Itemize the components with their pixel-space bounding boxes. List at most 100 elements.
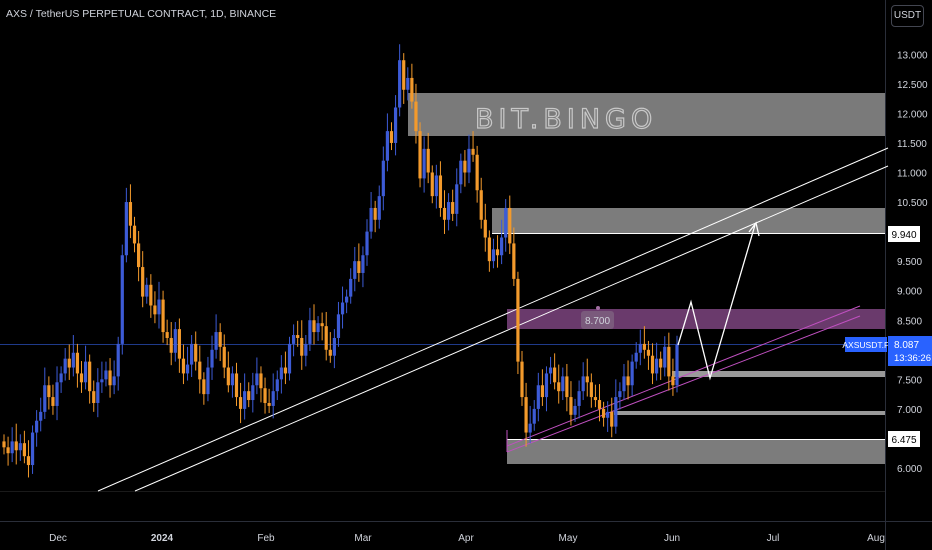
candle-body [345,296,349,303]
candle-body [357,261,361,273]
candle-body [500,237,504,256]
candle-body [279,367,283,380]
candle-body [324,326,328,350]
candle-body [646,349,651,356]
candle-body [659,358,663,368]
candle-body [548,367,553,374]
candle-body [275,379,279,392]
projection-arrowhead [748,221,760,237]
trendline-upper [97,147,889,492]
candle-body [618,391,622,398]
candle-body [508,207,512,244]
candle-body [610,411,614,427]
candle-body [35,420,39,433]
time-tick-label: Dec [49,533,67,544]
candle-body [124,202,128,256]
candle-body [230,373,235,386]
price-tick-label: 9.000 [897,287,922,298]
candle-body [304,343,308,356]
candle-body [59,373,63,383]
candle-body [540,385,544,398]
candle-body [63,358,67,374]
trendline-lower [134,165,889,492]
candle-body [291,335,296,344]
candle-body [491,249,496,262]
candle-body [198,361,202,380]
candle-body [495,249,500,256]
candle-body [426,148,430,173]
candle-body [414,101,418,132]
candle-body [137,243,141,268]
currency-button[interactable]: USDT [891,5,924,27]
candle-body [422,148,426,179]
candle-body [467,148,471,173]
candle-body [479,190,483,220]
price-tag-countdown: 13:36:26 [894,353,931,364]
candle-body [553,367,557,383]
candle-body [585,376,589,383]
candle-body [557,382,561,392]
candle-body [638,343,642,353]
annotation-label: 8.700 [585,316,610,327]
candle-body [573,405,577,415]
candle-body [626,376,630,386]
candle-body [120,255,124,344]
candle-body [381,160,385,197]
time-axis[interactable]: Dec 2024 Feb Mar Apr May Jun Jul Aug [49,533,885,544]
candle-body [210,349,214,368]
candle-body [190,343,194,365]
candle-body [446,202,451,220]
price-axis[interactable]: 6.000 7.000 7.500 8.500 9.000 9.500 10.500 11.0… [897,50,928,475]
candle-body [26,456,31,466]
candle-body [30,432,35,466]
candle-body [39,411,43,421]
candle-body [79,373,84,383]
projection-path [677,224,756,381]
candle-body [630,361,634,386]
candle-body [622,376,626,392]
candle-body [255,373,259,386]
candle-body [532,408,536,424]
candle-body [181,358,186,374]
candle-body [434,175,438,197]
candle-body [104,370,108,380]
candle-body [320,323,324,327]
candle-body [14,441,18,451]
candle-body [451,202,455,214]
candle-body [663,346,667,368]
candle-body [96,382,100,403]
annotation-box[interactable] [581,311,614,329]
candle-body [55,382,59,406]
candle-body [385,131,390,161]
candle-body [243,391,247,409]
candle-body [67,358,71,368]
candle-body [112,376,116,386]
candle-body [100,379,104,383]
candle-body [116,343,120,377]
candle-body [18,443,22,451]
candle-body [251,385,255,401]
level-6920 [614,411,885,415]
candle-body [145,284,149,297]
level-9940-text: 9.940 [891,230,916,241]
candle-body [177,329,181,359]
candle-body [398,60,402,108]
candle-body [194,343,198,362]
candle-body [238,397,243,409]
candle-body [6,447,10,454]
candle-body [614,397,618,427]
candle-body [328,349,332,356]
time-tick-label: 2024 [151,533,174,544]
zone-10 [492,208,885,233]
candle-body [512,243,516,279]
time-tick-label: May [559,533,578,544]
time-tick-label: Feb [257,533,275,544]
candle-body [569,397,573,415]
candle-body [340,302,345,315]
candle-body [88,361,92,392]
candle-body [263,388,267,403]
candle-body [377,196,381,220]
candle-body [296,335,300,338]
candle-body [308,320,312,344]
